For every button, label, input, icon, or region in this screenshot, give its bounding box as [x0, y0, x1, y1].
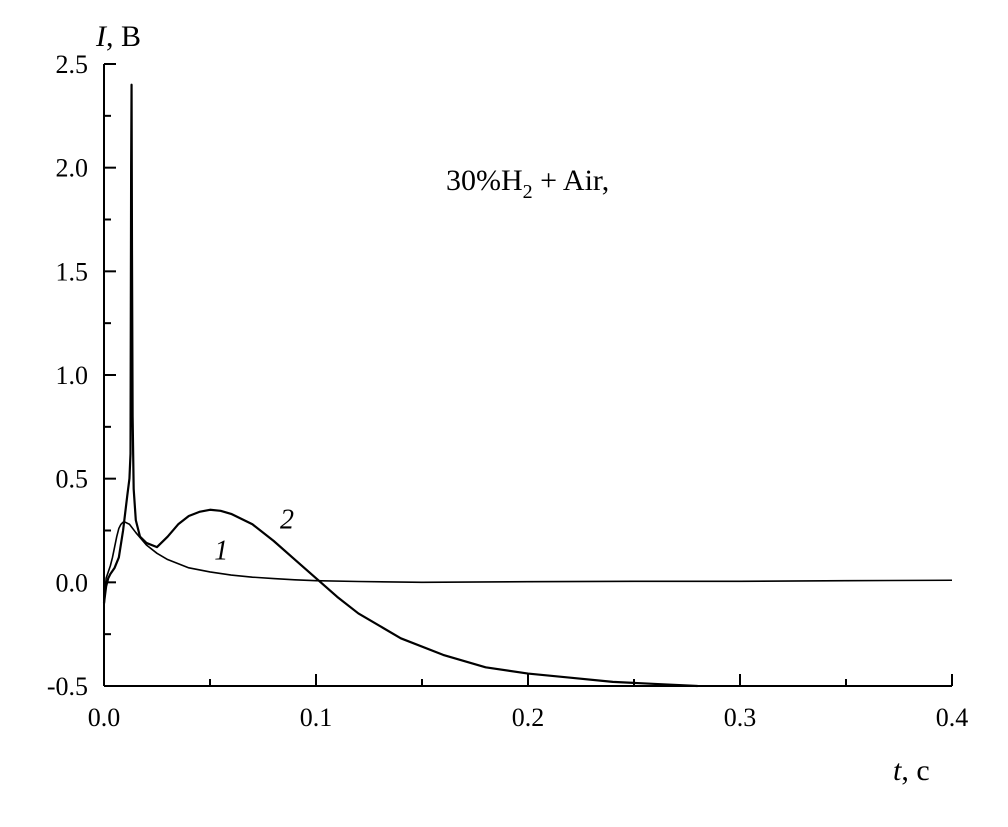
curve-label-2: 2 [280, 504, 294, 535]
y-tick-label: 0.0 [56, 568, 89, 597]
x-axis-label: t, c [893, 754, 930, 787]
y-tick-label: 1.0 [56, 361, 89, 390]
curve-labels: 12 [214, 504, 294, 566]
x-tick-label: 0.2 [512, 703, 545, 732]
curve-label-1: 1 [214, 536, 228, 567]
y-tick-label: 2.5 [56, 50, 89, 79]
series-line-1 [103, 521, 953, 608]
y-tick-label: 0.5 [56, 465, 89, 494]
y-ticks: -0.5 0.0 0.5 1.0 1.5 2.0 2.5 [47, 50, 116, 701]
series-line-2 [102, 83, 698, 688]
y-axis-label: I, В [95, 20, 141, 53]
y-tick-label: -0.5 [47, 672, 88, 701]
x-tick-label: 0.3 [724, 703, 757, 732]
axes [103, 64, 952, 687]
x-tick-label: 0.1 [300, 703, 333, 732]
chart-annotation: 30%H2 + Air, [446, 164, 609, 203]
x-tick-label: 0.4 [936, 703, 969, 732]
series-group [102, 83, 953, 688]
y-tick-label: 2.0 [56, 154, 89, 183]
y-tick-label: 1.5 [56, 257, 89, 286]
x-tick-label: 0.0 [88, 703, 121, 732]
x-ticks: 0.0 0.1 0.2 0.3 0.4 [88, 674, 969, 732]
